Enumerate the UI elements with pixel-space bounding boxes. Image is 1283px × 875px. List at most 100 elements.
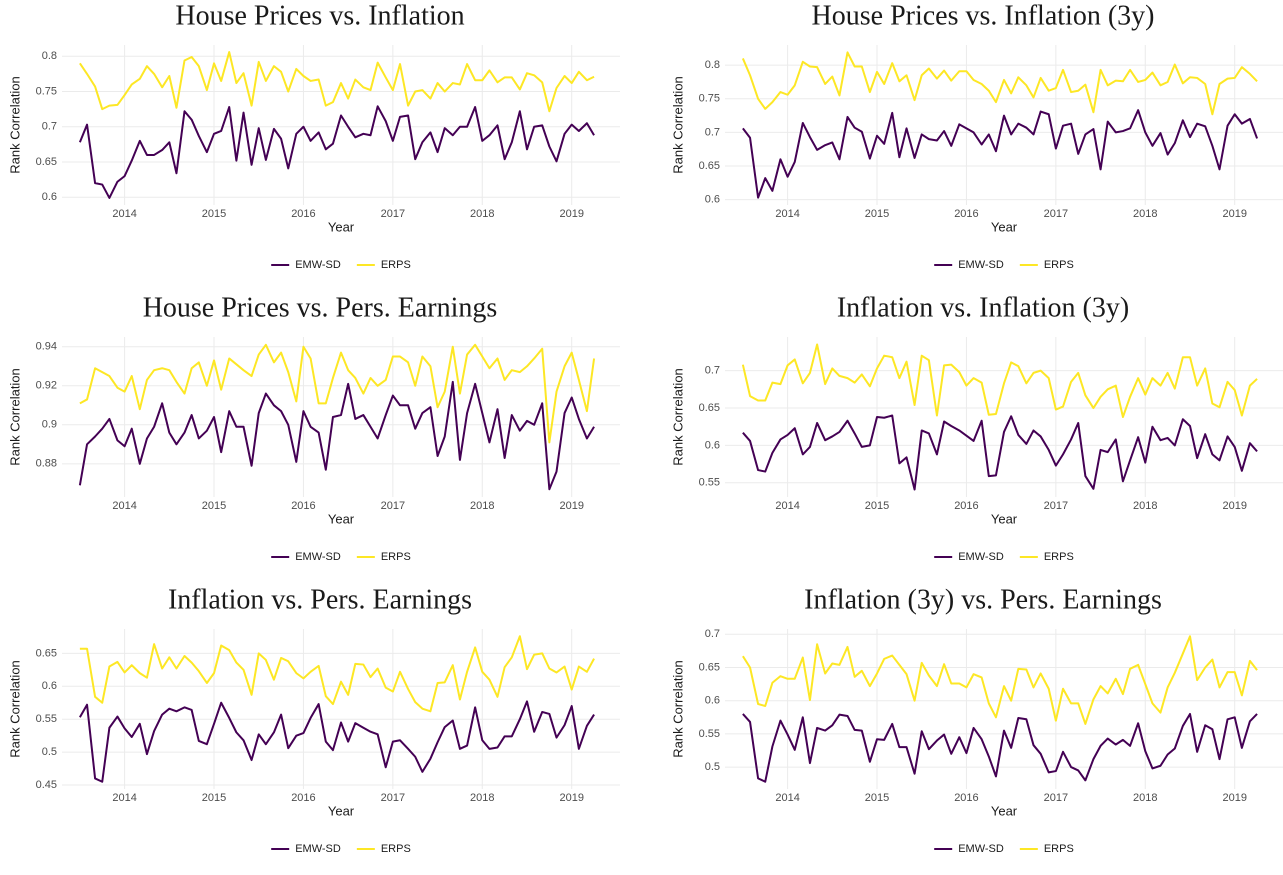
x-tick-label: 2019: [1222, 500, 1246, 512]
x-tick-label: 2015: [202, 500, 226, 512]
x-axis-title: Year: [328, 511, 355, 526]
chart-panel: House Prices vs. Pers. Earnings 0.88 0.9 0.…: [7, 292, 620, 563]
legend-label: EMW-SD: [958, 551, 1004, 563]
x-tick-label: 2016: [291, 500, 315, 512]
y-axis-title: Rank Correlation: [670, 660, 685, 758]
x-tick-label: 2018: [1133, 208, 1157, 220]
legend-label: ERPS: [381, 551, 411, 563]
x-tick-label: 2017: [381, 500, 405, 512]
y-tick-label: 0.92: [36, 380, 57, 392]
data-line: [79, 700, 595, 783]
legend-label: ERPS: [1044, 259, 1074, 271]
x-tick-label: 2016: [954, 792, 978, 804]
x-tick-label: 2019: [559, 208, 583, 220]
x-tick-label: 2016: [291, 208, 315, 220]
y-axis-title: Rank Correlation: [670, 368, 685, 466]
y-tick-label: 0.7: [705, 628, 720, 640]
x-tick-label: 2017: [381, 792, 405, 804]
legend: EMW-SD ERPS: [271, 551, 411, 563]
legend: EMW-SD ERPS: [271, 259, 411, 271]
x-tick-label: 2014: [112, 500, 136, 512]
x-tick-label: 2016: [954, 208, 978, 220]
x-tick-label: 2017: [381, 208, 405, 220]
x-axis-title: Year: [328, 219, 355, 234]
data-line: [78, 105, 595, 199]
y-tick-label: 0.5: [42, 746, 57, 758]
x-tick-label: 2018: [1133, 792, 1157, 804]
y-tick-label: 0.65: [699, 402, 720, 414]
legend-label: EMW-SD: [295, 843, 341, 855]
x-tick-label: 2014: [112, 208, 136, 220]
y-tick-label: 0.65: [699, 160, 720, 172]
y-tick-label: 0.65: [699, 661, 720, 673]
data-line: [742, 109, 1259, 199]
x-tick-label: 2015: [865, 792, 889, 804]
x-axis-title: Year: [991, 803, 1018, 818]
x-tick-label: 2019: [559, 500, 583, 512]
x-tick-label: 2014: [775, 500, 799, 512]
y-tick-label: 0.9: [42, 419, 57, 431]
data-line: [742, 414, 1258, 491]
y-tick-label: 0.6: [705, 439, 720, 451]
legend-label: EMW-SD: [958, 259, 1004, 271]
y-tick-label: 0.55: [36, 713, 57, 725]
chart-title: House Prices vs. Inflation: [175, 0, 464, 31]
legend-label: EMW-SD: [295, 259, 341, 271]
data-line: [741, 51, 1258, 116]
y-axis-title: Rank Correlation: [7, 660, 22, 758]
legend: EMW-SD ERPS: [271, 843, 411, 855]
x-tick-label: 2017: [1044, 208, 1068, 220]
legend-label: EMW-SD: [295, 551, 341, 563]
data-line: [742, 712, 1258, 783]
chart-panel: Inflation (3y) vs. Pers. Earnings 0.5 0.55…: [670, 584, 1283, 855]
x-tick-label: 2017: [1044, 792, 1068, 804]
y-axis-title: Rank Correlation: [670, 76, 685, 174]
data-line: [78, 380, 595, 491]
chart-title: Inflation vs. Inflation (3y): [837, 292, 1129, 323]
data-line: [79, 343, 596, 444]
x-tick-label: 2019: [1222, 208, 1246, 220]
legend: EMW-SD ERPS: [934, 551, 1074, 563]
y-tick-label: 0.7: [705, 365, 720, 377]
y-tick-label: 0.65: [36, 156, 57, 168]
y-tick-label: 0.5: [705, 761, 720, 773]
x-tick-label: 2018: [470, 208, 494, 220]
y-tick-label: 0.7: [705, 126, 720, 138]
legend-label: EMW-SD: [958, 843, 1004, 855]
y-tick-label: 0.45: [36, 779, 57, 791]
y-tick-label: 0.7: [42, 121, 57, 133]
data-line: [79, 51, 595, 113]
y-tick-label: 0.6: [42, 680, 57, 692]
x-axis-title: Year: [991, 511, 1018, 526]
y-axis-title: Rank Correlation: [7, 76, 22, 174]
chart-panel: House Prices vs. Inflation (3y) 0.6 0.65 0.…: [670, 0, 1283, 271]
x-tick-label: 2017: [1044, 500, 1068, 512]
legend-label: ERPS: [1044, 843, 1074, 855]
legend-label: ERPS: [1044, 551, 1074, 563]
y-tick-label: 0.8: [705, 59, 720, 71]
x-axis-title: Year: [991, 219, 1018, 234]
y-tick-label: 0.75: [699, 93, 720, 105]
chart-panel: Inflation vs. Pers. Earnings 0.45 0.5 0.55 0…: [7, 584, 620, 855]
x-tick-label: 2019: [559, 792, 583, 804]
x-tick-label: 2016: [954, 500, 978, 512]
y-tick-label: 0.94: [36, 341, 57, 353]
y-tick-label: 0.55: [699, 477, 720, 489]
x-tick-label: 2015: [865, 208, 889, 220]
y-tick-label: 0.6: [42, 191, 57, 203]
legend-label: ERPS: [381, 259, 411, 271]
chart-panel: Inflation vs. Inflation (3y) 0.55 0.6 0.65 0…: [670, 292, 1283, 563]
chart-title: Inflation (3y) vs. Pers. Earnings: [804, 584, 1162, 615]
y-axis-title: Rank Correlation: [7, 368, 22, 466]
x-tick-label: 2018: [1133, 500, 1157, 512]
x-tick-label: 2015: [202, 208, 226, 220]
x-tick-label: 2015: [865, 500, 889, 512]
y-tick-label: 0.65: [36, 647, 57, 659]
x-tick-label: 2014: [775, 208, 799, 220]
y-tick-label: 0.6: [705, 695, 720, 707]
legend: EMW-SD ERPS: [934, 843, 1074, 855]
y-tick-label: 0.8: [42, 50, 57, 62]
x-tick-label: 2018: [470, 500, 494, 512]
chart-title: Inflation vs. Pers. Earnings: [168, 584, 472, 615]
